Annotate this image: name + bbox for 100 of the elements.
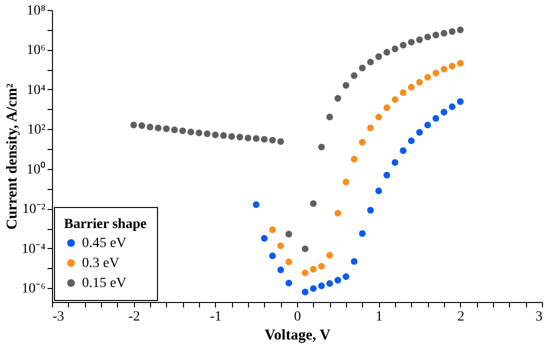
point bbox=[326, 252, 334, 259]
point bbox=[285, 258, 292, 266]
point bbox=[310, 266, 317, 273]
point bbox=[310, 285, 317, 292]
point bbox=[448, 62, 456, 70]
point bbox=[342, 178, 350, 186]
point bbox=[432, 115, 440, 122]
x-axis-title: Voltage, V bbox=[264, 328, 331, 344]
point bbox=[375, 187, 382, 194]
y-tick-label: 10² bbox=[27, 122, 46, 138]
x-tick-label: -3 bbox=[52, 310, 64, 324]
point bbox=[277, 266, 284, 274]
point bbox=[424, 122, 432, 128]
point bbox=[456, 98, 464, 105]
point bbox=[375, 114, 382, 120]
legend-label: 0.3 eV bbox=[82, 256, 120, 271]
x-tick-label: 3 bbox=[536, 310, 542, 324]
point bbox=[367, 58, 374, 66]
point bbox=[196, 130, 202, 136]
point bbox=[244, 134, 252, 142]
point bbox=[212, 131, 219, 138]
point bbox=[383, 172, 390, 178]
point bbox=[318, 144, 325, 150]
point bbox=[416, 78, 423, 86]
point bbox=[424, 74, 432, 81]
legend-label: 0.45 eV bbox=[82, 236, 126, 251]
point bbox=[204, 130, 211, 138]
legend-title: Barrier shape bbox=[64, 217, 147, 232]
point bbox=[358, 64, 366, 72]
point bbox=[171, 126, 178, 134]
point bbox=[408, 84, 415, 91]
point bbox=[375, 53, 382, 60]
y-tick-label: 10⁴ bbox=[26, 82, 46, 98]
point bbox=[432, 70, 440, 76]
point bbox=[277, 242, 284, 250]
point bbox=[269, 226, 276, 234]
point bbox=[448, 103, 456, 110]
y-axis-title: Current density, A/cm² bbox=[4, 82, 21, 230]
y-tick-label: 10⁻² bbox=[22, 202, 46, 218]
point bbox=[260, 136, 268, 143]
point bbox=[285, 280, 292, 286]
point bbox=[252, 135, 260, 142]
point bbox=[400, 89, 407, 96]
point bbox=[383, 104, 390, 112]
y-tick-label: 10⁶ bbox=[26, 43, 46, 58]
x-tick-label: 0 bbox=[294, 310, 301, 324]
point bbox=[302, 269, 309, 276]
point bbox=[400, 42, 407, 48]
x-tick-label: 2 bbox=[457, 310, 464, 324]
point bbox=[350, 258, 358, 265]
point bbox=[187, 128, 194, 136]
point bbox=[408, 137, 415, 144]
point bbox=[416, 129, 423, 136]
point bbox=[342, 82, 350, 89]
point bbox=[260, 235, 268, 242]
point bbox=[456, 26, 464, 34]
point bbox=[392, 96, 398, 103]
point bbox=[342, 273, 350, 280]
point bbox=[228, 133, 236, 140]
point bbox=[326, 280, 334, 287]
y-tick-label: 10⁰ bbox=[26, 161, 46, 178]
point bbox=[138, 122, 146, 129]
point bbox=[358, 138, 366, 146]
point bbox=[334, 276, 342, 284]
point bbox=[334, 210, 342, 217]
point bbox=[350, 72, 358, 79]
point bbox=[424, 34, 432, 40]
point bbox=[456, 60, 464, 67]
point bbox=[383, 48, 390, 56]
point bbox=[440, 66, 448, 73]
legend-label: 0.15 eV bbox=[82, 276, 126, 291]
y-tick-label: 10⁻⁴ bbox=[22, 242, 46, 257]
point bbox=[358, 230, 366, 237]
point bbox=[236, 134, 244, 140]
point bbox=[162, 125, 170, 132]
point bbox=[269, 252, 276, 260]
point bbox=[350, 156, 358, 163]
point bbox=[440, 108, 448, 116]
point bbox=[400, 147, 407, 154]
point bbox=[277, 138, 284, 145]
x-tick-label: -2 bbox=[128, 310, 140, 324]
point bbox=[146, 124, 154, 130]
point bbox=[310, 200, 317, 207]
x-tick-label: -1 bbox=[210, 310, 222, 324]
x-tick-label: 1 bbox=[376, 310, 383, 324]
point bbox=[220, 132, 227, 139]
point bbox=[154, 124, 162, 132]
point bbox=[326, 114, 334, 120]
point bbox=[416, 36, 423, 44]
point bbox=[318, 282, 325, 290]
point bbox=[285, 230, 292, 238]
point bbox=[367, 206, 374, 214]
y-tick-label: 10⁻⁶ bbox=[22, 282, 46, 297]
point bbox=[318, 262, 325, 270]
point bbox=[367, 124, 374, 132]
point bbox=[408, 38, 415, 46]
point bbox=[302, 245, 309, 252]
y-tick-label: 10⁸ bbox=[26, 4, 46, 18]
point bbox=[269, 136, 276, 144]
point bbox=[334, 95, 342, 102]
